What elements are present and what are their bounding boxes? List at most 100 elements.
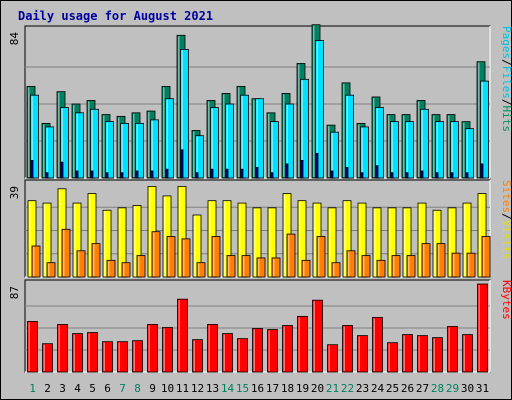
bar-sites — [166, 236, 176, 278]
x-tick-label: 21 — [326, 382, 339, 395]
bar-kbytes — [57, 324, 68, 373]
bar-highlight — [73, 334, 75, 371]
bar-files — [255, 98, 264, 179]
bar-pages — [255, 167, 259, 179]
bar-sites — [376, 259, 386, 278]
bar-kbytes — [312, 299, 323, 373]
x-tick-labels: 1 2 3 4 5 6 7 8 9 10 11 12 13 14 15 16 17 18 19 20 21 22 23 24 2… — [29, 382, 489, 395]
y-max-label: 84 — [8, 32, 21, 46]
x-tick-label: 8 — [134, 382, 141, 395]
bar-kbytes — [222, 333, 233, 373]
bar-pages — [420, 170, 424, 179]
bar-highlight — [166, 99, 168, 177]
bar-kbytes — [357, 335, 368, 373]
y-max-label: 87 — [8, 286, 21, 299]
bar-highlight — [481, 82, 483, 177]
bar-highlight — [31, 96, 33, 177]
bar-highlight — [238, 339, 240, 371]
x-tick-label: 19 — [296, 382, 309, 395]
bar-files — [375, 107, 384, 179]
x-tick-label: 29 — [446, 382, 459, 395]
bar-pages — [270, 172, 274, 179]
bar-highlight — [346, 96, 348, 177]
bar-highlight — [376, 108, 378, 177]
bar-highlight — [453, 254, 455, 276]
bar-highlight — [211, 108, 213, 177]
bar-files — [420, 108, 429, 179]
bar-files — [60, 107, 69, 179]
bar-kbytes — [282, 325, 293, 373]
bar-pages — [315, 152, 319, 179]
bar-highlight — [63, 230, 65, 276]
bar-highlight — [151, 120, 153, 177]
panel-kbytes: 87 KBytes — [8, 279, 512, 373]
bar-sites — [346, 250, 356, 278]
x-tick-label: 3 — [59, 382, 66, 395]
bar-sites — [286, 233, 296, 278]
bar-highlight — [243, 256, 245, 276]
bar-sites — [61, 228, 71, 278]
bar-highlight — [194, 216, 196, 276]
x-tick-label: 30 — [461, 382, 474, 395]
bar-sites — [151, 231, 161, 278]
bar-pages — [30, 159, 34, 179]
bar-kbytes — [432, 337, 443, 373]
bar-highlight — [438, 244, 440, 276]
x-tick-label: 2 — [44, 382, 51, 395]
chart-title: Daily usage for August 2021 — [18, 9, 213, 23]
bar-files — [300, 78, 309, 179]
bar-highlight — [213, 237, 215, 276]
bar-kbytes — [267, 329, 278, 373]
bar-pages — [240, 168, 244, 179]
bar-highlight — [418, 336, 420, 371]
bar-highlight — [181, 50, 183, 177]
bar-highlight — [448, 115, 450, 177]
bar-sites — [271, 257, 281, 278]
bar-highlight — [138, 256, 140, 276]
bar-highlight — [273, 258, 275, 276]
bar-highlight — [359, 204, 361, 276]
bar-files — [210, 107, 219, 179]
legend-entry: / — [500, 99, 512, 106]
bar-highlight — [298, 64, 300, 177]
x-tick-label: 23 — [356, 382, 369, 395]
bar-files — [75, 112, 84, 179]
bar-highlight — [183, 239, 185, 276]
bar-kbytes — [177, 298, 188, 373]
bar-highlight — [419, 204, 421, 276]
bar-highlight — [133, 341, 135, 371]
bar-files — [225, 103, 234, 179]
bar-highlight — [378, 261, 380, 276]
x-tick-label: 1 — [29, 382, 36, 395]
bar-highlight — [388, 343, 390, 371]
bar-pages — [225, 168, 229, 179]
bar-highlight — [43, 124, 45, 177]
bar-pages — [105, 172, 109, 179]
bar-highlight — [301, 80, 303, 177]
bar-highlight — [344, 201, 346, 276]
bar-highlight — [89, 194, 91, 276]
bar-kbytes — [132, 340, 143, 373]
bar-files — [315, 40, 324, 179]
bar-highlight — [196, 136, 198, 177]
bar-highlight — [468, 254, 470, 276]
x-tick-label: 11 — [176, 382, 189, 395]
x-tick-label: 17 — [266, 382, 279, 395]
bar-sites — [436, 243, 446, 278]
bar-highlight — [466, 129, 468, 177]
bar-highlight — [29, 201, 31, 276]
bar-highlight — [28, 87, 30, 177]
bar-pages — [450, 172, 454, 179]
bar-highlight — [58, 325, 60, 371]
bar-highlight — [148, 112, 150, 177]
bar-highlight — [179, 187, 181, 276]
bar-highlight — [239, 204, 241, 276]
legend-entry: / — [500, 59, 512, 66]
bar-highlight — [178, 36, 180, 178]
bar-highlight — [103, 342, 105, 371]
bar-highlight — [449, 208, 451, 276]
bar-highlight — [298, 317, 300, 371]
bar-highlight — [391, 122, 393, 177]
bar-highlight — [478, 62, 480, 177]
